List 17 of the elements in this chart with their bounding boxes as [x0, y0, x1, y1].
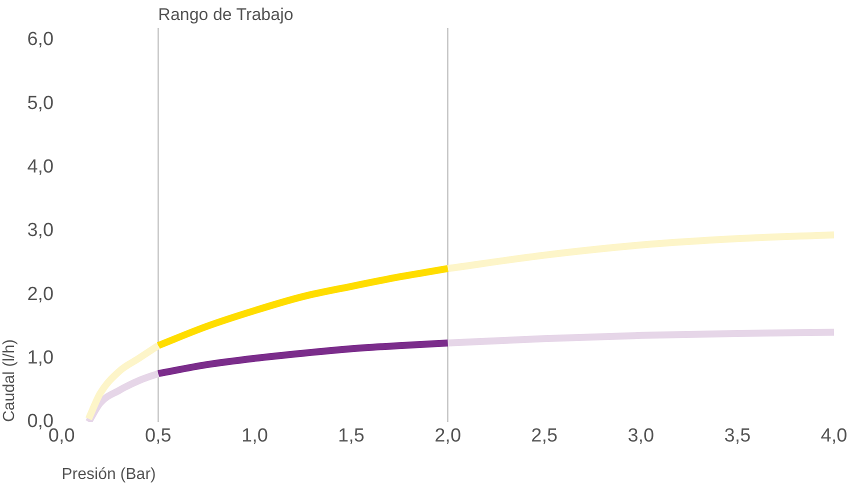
y-tick-label: 6,0	[27, 29, 54, 50]
x-tick-label: 2,0	[434, 426, 462, 447]
x-tick-label: 1,5	[338, 426, 364, 447]
x-tick-label: 1,0	[242, 426, 268, 447]
y-tick-label: 2,0	[27, 284, 54, 305]
x-tick-label: 2,5	[531, 426, 558, 447]
y-tick-label: 4,0	[27, 156, 54, 178]
x-tick-label: 3,5	[724, 426, 751, 447]
x-axis-title: Presión (Bar)	[62, 466, 156, 483]
y-axis-title: Caudal (l/h)	[1, 339, 18, 422]
x-tick-label: 4,0	[820, 426, 848, 447]
ref-line-label: Rango de Trabajo	[158, 5, 294, 24]
y-tick-label: 3,0	[27, 220, 54, 242]
y-tick-label: 1,0	[27, 348, 54, 369]
x-tick-label: 0,5	[144, 426, 172, 447]
y-tick-label: 5,0	[27, 92, 54, 114]
x-tick-label: 3,0	[628, 426, 654, 447]
